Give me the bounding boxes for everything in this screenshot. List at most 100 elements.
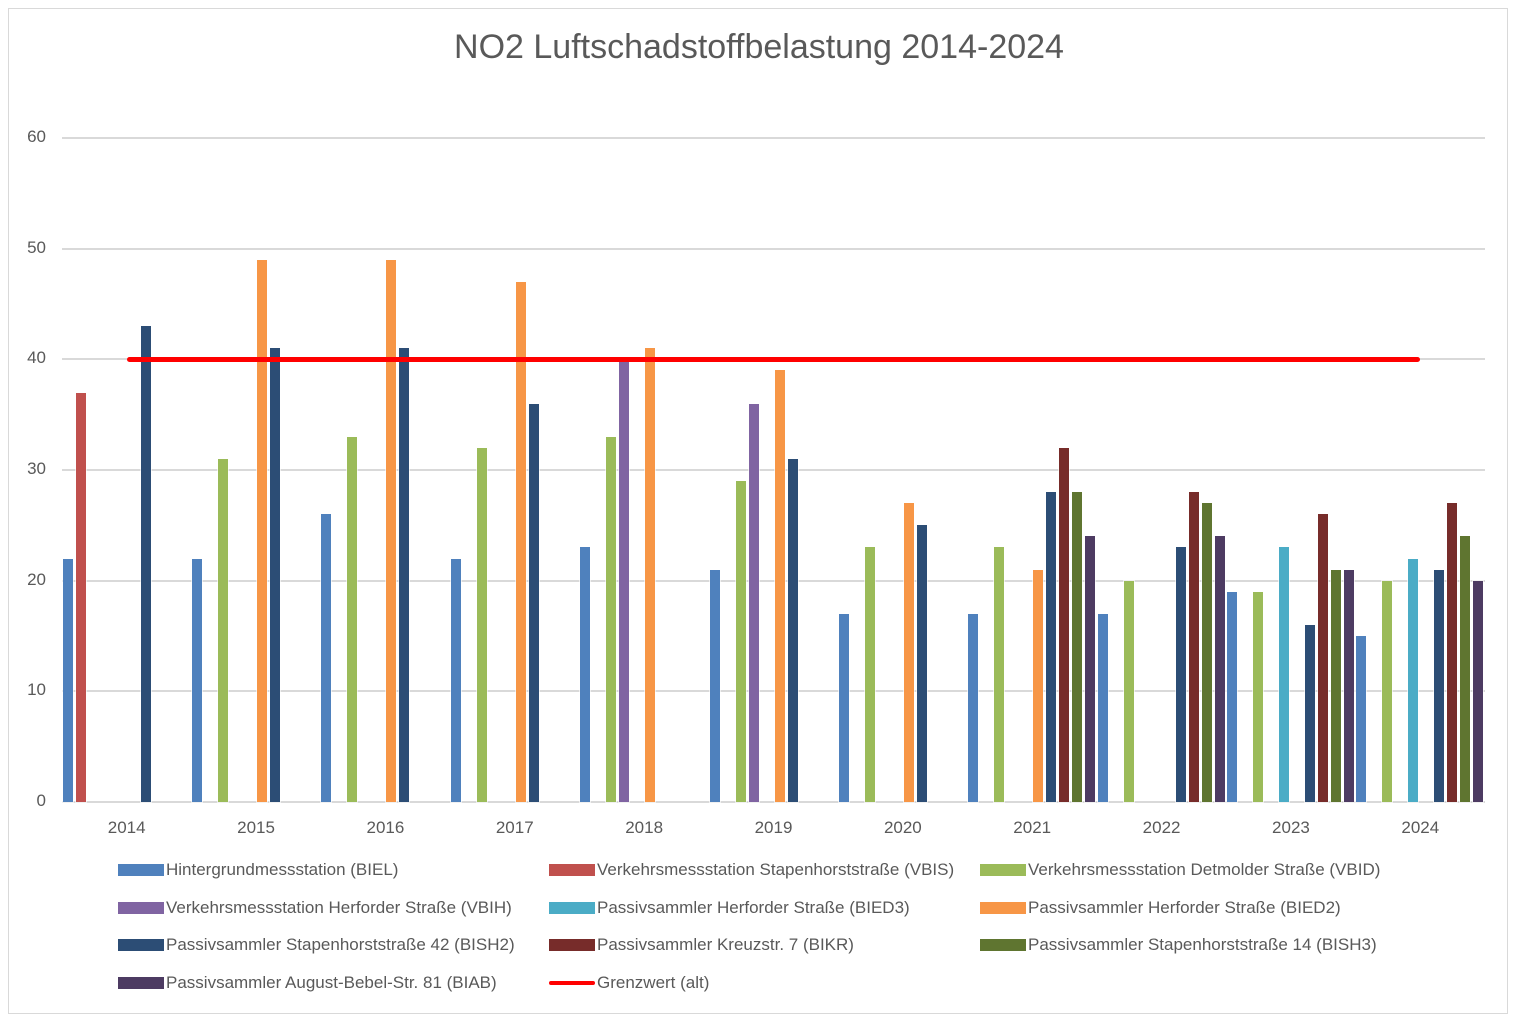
bar: [62, 558, 73, 802]
bar: [1085, 536, 1096, 802]
legend-label: Passivsammler Kreuzstr. 7 (BIKR): [597, 935, 854, 954]
gridline: [62, 801, 1485, 803]
x-tick-label: 2018: [625, 818, 664, 837]
bar: [1072, 492, 1083, 802]
bar: [218, 458, 229, 802]
bar: [386, 259, 397, 802]
legend-label: Passivsammler Stapenhorststraße 14 (BISH…: [1028, 935, 1377, 954]
legend-item: Passivsammler Stapenhorststraße 14 (BISH…: [980, 935, 1377, 955]
legend-item: Verkehrsmessstation Stapenhorststraße (V…: [549, 860, 954, 880]
legend-item: Verkehrsmessstation Detmolder Straße (VB…: [980, 860, 1380, 880]
bar: [838, 613, 849, 802]
bar: [774, 370, 785, 802]
legend-label: Passivsammler August-Bebel-Str. 81 (BIAB…: [166, 972, 497, 992]
bar: [192, 558, 203, 802]
bar: [619, 359, 630, 802]
y-tick-label: 10: [27, 680, 46, 700]
x-tick-label: 2014: [107, 818, 146, 837]
bar: [1226, 591, 1237, 802]
bar: [645, 348, 656, 802]
legend-item: Grenzwert (alt): [549, 973, 709, 993]
legend-color-swatch: [980, 901, 1026, 914]
legend-label: Passivsammler Stapenhorststraße 42 (BISH…: [166, 935, 515, 954]
bar: [515, 281, 526, 802]
bar: [257, 259, 268, 802]
bar: [321, 514, 332, 802]
bar: [270, 348, 281, 802]
bar: [1059, 447, 1070, 802]
bar: [1046, 492, 1057, 802]
bar: [1278, 547, 1289, 802]
legend-color-swatch: [549, 901, 595, 914]
bar: [75, 392, 86, 802]
chart-title: NO2 Luftschadstoffbelastung 2014-2024: [454, 28, 1064, 66]
bar: [450, 558, 461, 802]
gridline: [62, 469, 1485, 471]
bar: [1252, 591, 1263, 802]
bar: [903, 503, 914, 802]
bar: [1214, 536, 1225, 802]
bar: [1356, 636, 1367, 802]
bar: [528, 403, 539, 802]
bar: [580, 547, 591, 802]
bar: [140, 326, 151, 802]
legend-item: Passivsammler Kreuzstr. 7 (BIKR): [549, 935, 854, 955]
y-tick-label: 30: [27, 459, 46, 478]
bar: [1317, 514, 1328, 802]
bar: [399, 348, 410, 802]
bar: [1408, 558, 1419, 802]
y-tick-label: 50: [27, 237, 46, 257]
legend-label: Hintergrundmessstation (BIEL): [166, 860, 399, 879]
bar: [347, 436, 358, 802]
bar: [1123, 580, 1134, 802]
legend-item: Passivsammler August-Bebel-Str. 81 (BIAB…: [118, 973, 497, 993]
legend-label: Passivsammler Herforder Straße (BIED2): [1028, 897, 1341, 917]
bar: [994, 547, 1005, 802]
legend-label: Verkehrsmessstation Detmolder Straße (VB…: [1028, 860, 1381, 879]
legend-color-swatch: [549, 864, 595, 876]
bar: [1343, 569, 1354, 802]
bar: [1447, 503, 1458, 802]
bar: [1460, 536, 1471, 802]
bar: [1473, 580, 1484, 802]
limit-line: [126, 356, 1421, 362]
x-tick-label: 2021: [1013, 818, 1052, 837]
bar: [1033, 569, 1044, 802]
legend-item: Passivsammler Herforder Straße (BIED3): [549, 898, 910, 918]
bar: [476, 447, 487, 802]
legend-color-swatch: [549, 939, 595, 951]
x-tick-label: 2016: [366, 818, 405, 837]
bar: [1382, 580, 1393, 802]
bar: [916, 525, 927, 802]
bar: [1188, 492, 1199, 802]
x-tick-label: 2017: [495, 818, 534, 837]
legend-label: Grenzwert (alt): [597, 972, 710, 992]
legend-item: Verkehrsmessstation Herforder Straße (VB…: [118, 898, 512, 918]
bar: [735, 481, 746, 802]
bar: [1434, 569, 1445, 802]
legend-color-swatch: [980, 939, 1026, 951]
bar: [1097, 613, 1108, 802]
bar: [864, 547, 875, 802]
gridline: [62, 690, 1485, 693]
y-tick-label: 0: [36, 791, 46, 810]
gridline: [62, 137, 1485, 139]
legend-line-swatch: [549, 980, 595, 985]
x-tick-label: 2024: [1401, 818, 1440, 837]
bar: [1175, 547, 1186, 802]
y-tick-label: 60: [27, 127, 46, 146]
legend-color-swatch: [118, 864, 164, 876]
x-tick-label: 2022: [1142, 818, 1181, 837]
x-tick-label: 2023: [1272, 818, 1310, 837]
legend-color-swatch: [118, 901, 164, 914]
x-tick-label: 2019: [754, 818, 793, 837]
y-tick-label: 20: [27, 569, 46, 589]
legend-label: Verkehrsmessstation Herforder Straße (VB…: [166, 897, 512, 917]
gridline: [62, 247, 1485, 250]
bar: [787, 458, 798, 802]
bar: [606, 436, 617, 802]
legend-label: Verkehrsmessstation Stapenhorststraße (V…: [597, 860, 955, 879]
legend-item: Passivsammler Stapenhorststraße 42 (BISH…: [118, 935, 515, 955]
plot-area: [62, 137, 1485, 803]
legend-color-swatch: [980, 864, 1026, 876]
